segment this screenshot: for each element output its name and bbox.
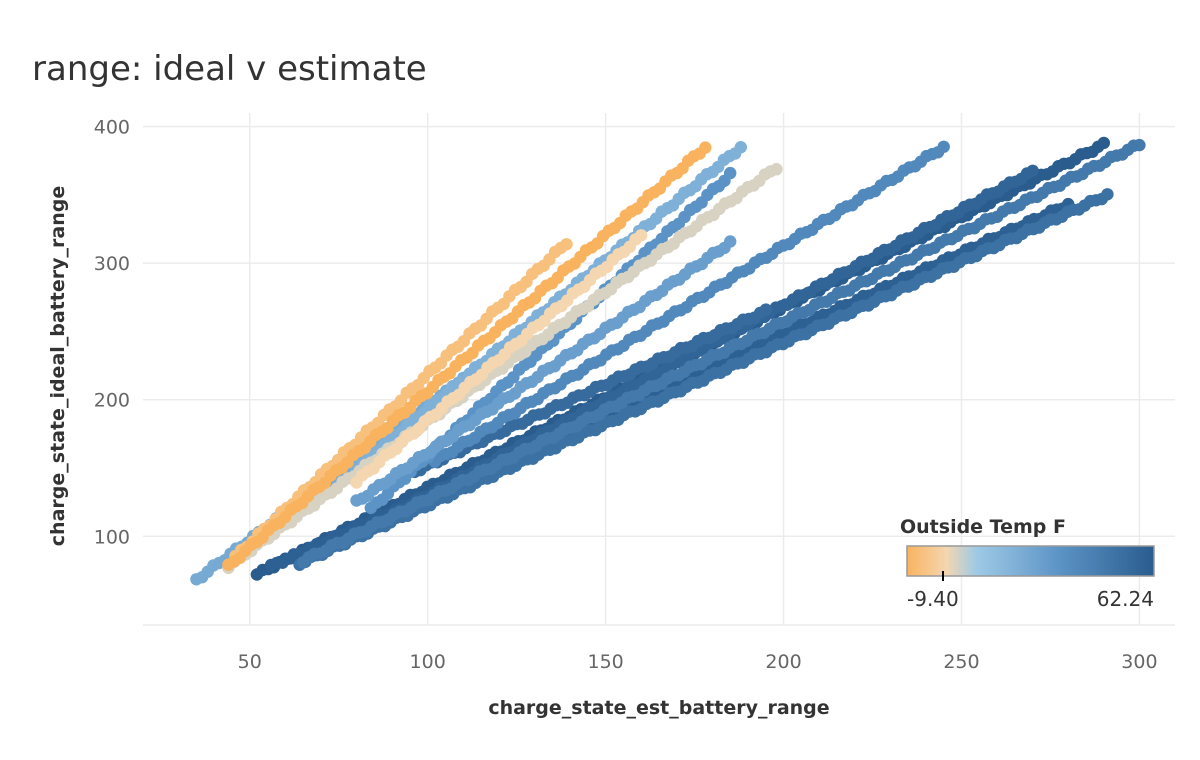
y-tick-label: 400 — [94, 117, 130, 139]
scatter-point — [937, 140, 950, 153]
x-tick-label: 300 — [1121, 651, 1157, 673]
x-tick-label: 250 — [943, 651, 979, 673]
scatter-point — [635, 229, 648, 242]
y-tick-label: 300 — [94, 253, 130, 275]
legend-max-label: 62.24 — [1097, 587, 1154, 611]
y-axis-label: charge_state_ideal_battery_range — [47, 186, 69, 546]
scatter-point — [1133, 138, 1146, 152]
legend-min-label: -9.40 — [907, 587, 959, 611]
x-tick-label: 50 — [238, 651, 262, 673]
scatter-point — [759, 303, 772, 316]
chart-title: range: ideal v estimate — [32, 49, 427, 89]
scatter-point — [699, 141, 712, 154]
tick-labels: 50 100 150 200 250 300 100 200 300 400 — [94, 117, 1158, 673]
y-tick-label: 200 — [94, 390, 130, 412]
x-axis-label: charge_state_est_battery_range — [488, 697, 829, 719]
x-tick-label: 150 — [587, 651, 623, 673]
scatter-point — [1097, 136, 1111, 150]
scatter-point — [724, 166, 737, 180]
scatter-point — [724, 235, 737, 248]
color-legend: Outside Temp F -9.40 62.24 — [900, 516, 1155, 611]
data-points — [190, 136, 1146, 586]
x-tick-label: 200 — [765, 651, 801, 673]
gridlines — [143, 113, 1175, 626]
legend-color-ramp — [906, 545, 1155, 577]
scatter-point — [734, 141, 747, 154]
scatter-point — [560, 238, 573, 251]
scatter-point — [1101, 188, 1114, 201]
legend-title: Outside Temp F — [900, 516, 1066, 538]
scatter-point — [770, 163, 783, 176]
x-tick-label: 100 — [410, 651, 446, 673]
y-tick-label: 100 — [94, 526, 130, 548]
scatter-point — [1026, 164, 1039, 177]
